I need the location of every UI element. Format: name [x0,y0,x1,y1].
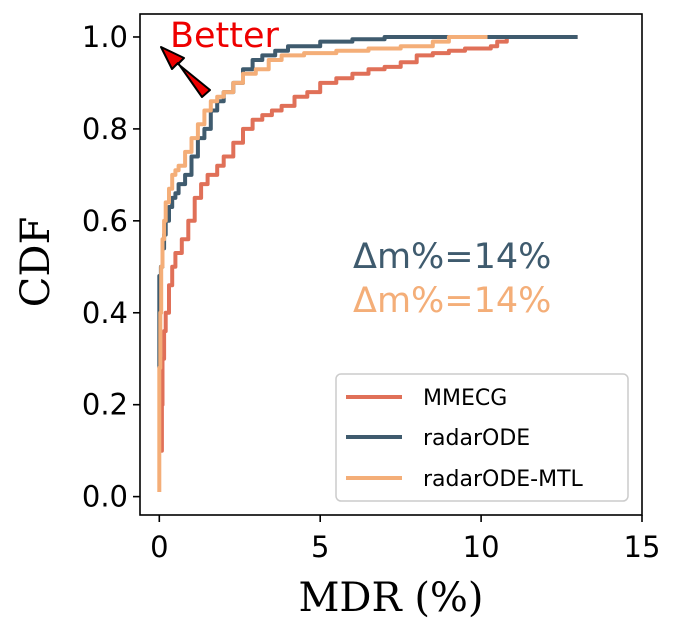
y-tick-label: 0.4 [82,296,128,330]
y-tick-label: 0.8 [82,112,128,146]
legend-box [335,373,629,502]
delta-annotation-radarode-mtl: Δm%=14% [353,281,551,321]
x-axis-label: MDR (%) [298,575,483,621]
x-tick-label: 15 [624,530,661,564]
x-tick-label: 0 [150,530,168,564]
legend: MMECG radarODE radarODE-MTL [335,373,629,502]
legend-label-mmecg: MMECG [423,386,507,411]
series-line-mmecg [159,35,578,453]
y-tick-label: 0.0 [82,480,128,514]
legend-label-radarode: radarODE [423,426,530,451]
plot-frame [139,13,643,516]
series-line-radarode-mtl [157,35,488,492]
y-tick-label: 0.2 [82,388,128,422]
y-tick-label: 1.0 [82,20,128,54]
x-ticks: 0 5 10 15 [150,515,660,564]
better-arrow-icon [160,46,211,98]
legend-label-radarode-mtl: radarODE-MTL [423,467,584,492]
y-axis-label: CDF [13,217,59,307]
better-annotation: Better [170,16,280,56]
delta-annotation-radarode: Δm%=14% [353,237,551,277]
x-tick-label: 10 [463,530,500,564]
y-tick-label: 0.6 [82,204,128,238]
x-tick-label: 5 [311,530,329,564]
series-layer [157,35,578,492]
y-ticks: 0.0 0.2 0.4 0.6 0.8 1.0 [82,20,140,514]
